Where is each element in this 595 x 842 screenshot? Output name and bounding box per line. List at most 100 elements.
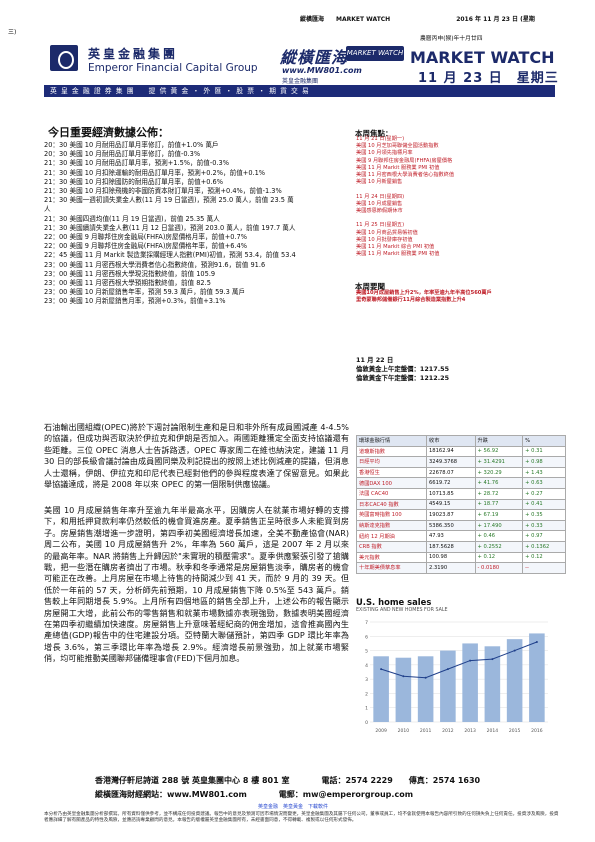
x-tick-label: 2009 bbox=[375, 728, 387, 734]
cell-percent: + 0.98 bbox=[522, 456, 566, 468]
lunar-date: 農曆丙申(猴)年十月廿四 bbox=[420, 36, 483, 42]
focus-item bbox=[356, 186, 531, 193]
chart-title: U.S. home sales bbox=[356, 597, 432, 607]
chart-bar bbox=[373, 656, 389, 722]
market-table-header: 環球金融行情 收市 升跌 % bbox=[356, 435, 566, 447]
article-paragraph-home-sales: 美國 10 月成屋銷售年率升至逾九年半最高水平，因購房人在就業市場好轉的支撐下，… bbox=[44, 505, 349, 664]
indicator-item: 23：00 美國 11 月密西根大學預期指數終值，前值 82.5 bbox=[44, 279, 211, 288]
cell-close: 4549.15 bbox=[426, 498, 476, 511]
chart-point bbox=[402, 675, 405, 678]
gold-am-fix: 倫敦黃金上午定盤價：1217.55 bbox=[356, 365, 450, 373]
cell-percent: + 0.33 bbox=[522, 519, 566, 532]
cell-close: 10713.85 bbox=[426, 487, 476, 500]
cell-change: + 56.92 bbox=[474, 445, 524, 458]
cell-change: + 41.76 bbox=[474, 477, 524, 489]
cell-percent: -- bbox=[522, 562, 566, 574]
indicator-item: 21：30 美國 10 月耐用品訂單月率，預測+1.5%，前值-0.3% bbox=[44, 159, 229, 168]
footer-links[interactable]: 英皇金融 英皇黃金 下載軟件 bbox=[258, 804, 329, 810]
cell-close: 6619.72 bbox=[426, 477, 476, 489]
indicator-item: 21：30 美國 10 月扣除飛機的非國防資本財訂單月率，預測+0.4%，前值-… bbox=[44, 187, 282, 196]
cell-percent: + 0.27 bbox=[522, 487, 566, 500]
indicator-item: 20：30 美國 10 月耐用品訂單月率修訂，前值-0.3% bbox=[44, 150, 201, 159]
cell-change: + 320.29 bbox=[474, 466, 524, 479]
y-tick-label: 2 bbox=[365, 691, 368, 697]
cell-close: 3249.3768 bbox=[426, 456, 476, 468]
cell-percent: + 1.43 bbox=[522, 466, 566, 479]
table-row: 納斯達克指數 5386.350 + 17.490 + 0.33 bbox=[356, 519, 566, 532]
focus-list: 11 月 21 日(星期一) 美國 10 月芝加哥聯儲全國活動指數 美國 10 月領… bbox=[356, 136, 531, 258]
cell-close: 187.5628 bbox=[426, 540, 476, 553]
y-tick-label: 7 bbox=[365, 620, 368, 626]
table-row: 英國富時指數 100 19023.87 + 67.19 + 0.35 bbox=[356, 509, 566, 521]
focus-item: 美國 10 月商品貿易帳初值 bbox=[356, 229, 418, 236]
cell-change: + 31.4291 bbox=[474, 456, 524, 468]
cell-name: 英國富時指數 100 bbox=[356, 509, 427, 521]
focus-item: 美國 10 月新屋銷售 bbox=[356, 179, 403, 186]
chart-bar bbox=[484, 646, 501, 722]
cell-close: 100.98 bbox=[426, 551, 476, 564]
table-row: 香港恒生 22678.07 + 320.29 + 1.43 bbox=[356, 466, 566, 479]
indicator-item: 21：30 美國四週均值(11 月 19 日當週)，前值 25.35 萬人 bbox=[44, 214, 220, 223]
watch-list: 美國10月成屋銷售上升2%，年率至逾九年半高位560萬戶 里奇蒙聯邦儲備銀行11月… bbox=[356, 290, 492, 304]
footer-web-email: 縱橫匯海財經網站：www.MW801.com 電郵：mw@emperorgrou… bbox=[95, 790, 414, 799]
cell-close: 47.93 bbox=[426, 530, 476, 542]
chart-point bbox=[491, 658, 494, 661]
table-row: 紐約 12 月期油 47.93 + 0.46 + 0.97 bbox=[356, 530, 566, 542]
cell-change: + 28.72 bbox=[474, 487, 524, 500]
indicator-item: 21：30 美國續請失業金人數(11 月 12 日當週)，預測 203.0 萬人… bbox=[44, 223, 296, 232]
market-watch-date: 11 月 23 日 星期三 bbox=[418, 71, 559, 86]
cell-change: + 0.2552 bbox=[474, 540, 524, 553]
cell-name: 日本CAC40 指數 bbox=[356, 498, 427, 511]
services-banner: 英 皇 金 融 證 券 集 團 提 供 黃 金 ・ 外 匯 ・ 股 票 ・ 期 … bbox=[44, 85, 555, 97]
chart-bar bbox=[440, 650, 456, 722]
disclaimer: 本分析乃由英皇金融集團分析部撰寫。所有資料僅供參考，並不構成任何投資建議。報告中… bbox=[44, 812, 559, 824]
cell-change: + 67.19 bbox=[474, 509, 524, 521]
focus-item: 11 月 21 日(星期一) bbox=[356, 136, 405, 142]
company-name-cn: 英皇金融集團 bbox=[88, 47, 179, 61]
brand-url-link[interactable]: www.MW801.com bbox=[282, 66, 362, 75]
chart-subtitle: EXISTING AND NEW HOMES FOR SALE bbox=[356, 608, 448, 613]
brand-badge: MARKET WATCH bbox=[346, 46, 404, 61]
gold-pm-fix: 倫敦黃金下午定盤價：1212.25 bbox=[356, 374, 450, 382]
y-tick-label: 1 bbox=[365, 706, 368, 712]
focus-item: 美國 11 月 Markit 綜合 PMI 初值 bbox=[356, 244, 435, 251]
x-tick-label: 2016 bbox=[531, 728, 543, 734]
cell-name: 德國DAX 100 bbox=[356, 477, 427, 489]
y-tick-label: 5 bbox=[365, 649, 368, 655]
indicator-item: 人 bbox=[44, 205, 51, 214]
indicators-title: 今日重要經濟數據公佈： bbox=[48, 126, 169, 139]
cell-close: 5386.350 bbox=[426, 519, 476, 532]
cell-name: 紐約 12 月期油 bbox=[356, 530, 427, 542]
indicator-item: 21：30 美國 10 月扣除國防的耐用品訂單月率，前值+0.6% bbox=[44, 177, 224, 186]
focus-item: 美國 11 月密西根大學消費者信心指數終值 bbox=[356, 172, 455, 179]
x-tick-label: 2015 bbox=[509, 728, 521, 734]
cell-change: + 17.490 bbox=[474, 519, 524, 532]
col-header-close: 收市 bbox=[426, 435, 476, 447]
chart-bar bbox=[529, 633, 545, 722]
indicator-item: 23：00 美國 11 月密西根大學消費者信心指數終值，預測91.6，前值 91… bbox=[44, 260, 266, 269]
focus-item: 美國 10 月領先指標月率 bbox=[356, 150, 413, 157]
focus-item: 美國 10 月批發庫存初值 bbox=[356, 236, 413, 243]
focus-item: 11 月 25 日(星期五) bbox=[356, 222, 405, 229]
y-tick-label: 4 bbox=[365, 663, 368, 669]
chart-bar bbox=[395, 657, 412, 722]
cell-percent: + 0.1362 bbox=[522, 540, 566, 553]
market-table: 環球金融行情 收市 升跌 % 道瓊斯指數 18162.94 + 56.92 + 0.3… bbox=[356, 435, 566, 574]
indicator-item: 22：00 美國 9 月聯邦住房金融局(FHFA)房屋價格月率，前值+0.7% bbox=[44, 233, 248, 242]
page-number: 三) bbox=[8, 29, 17, 36]
table-row: CRB 指數 187.5628 + 0.2552 + 0.1362 bbox=[356, 540, 566, 553]
focus-item: 美國 11 月 Markit 服務業 PMI 初值 bbox=[356, 251, 440, 258]
y-tick-label: 6 bbox=[365, 634, 368, 640]
cell-percent: + 0.63 bbox=[522, 477, 566, 489]
y-tick-label: 0 bbox=[365, 720, 368, 726]
cell-change: + 0.12 bbox=[474, 551, 524, 564]
x-tick-label: 2013 bbox=[464, 728, 476, 734]
table-row: 法國 CAC40 10713.85 + 28.72 + 0.27 bbox=[356, 487, 566, 500]
indicator-item: 23：00 美國 10 月新屋銷售年率，預測 59.3 萬戶，前值 59.3 萬… bbox=[44, 288, 246, 297]
watch-item: 美國10月成屋銷售上升2%，年率至逾九年半高位560萬戶 bbox=[356, 290, 492, 296]
col-header-change: 升跌 bbox=[474, 435, 524, 447]
cell-change: + 0.46 bbox=[474, 530, 524, 542]
cell-close: 18162.94 bbox=[426, 445, 476, 458]
chart-point bbox=[469, 659, 472, 662]
cell-name: 法國 CAC40 bbox=[356, 487, 427, 500]
